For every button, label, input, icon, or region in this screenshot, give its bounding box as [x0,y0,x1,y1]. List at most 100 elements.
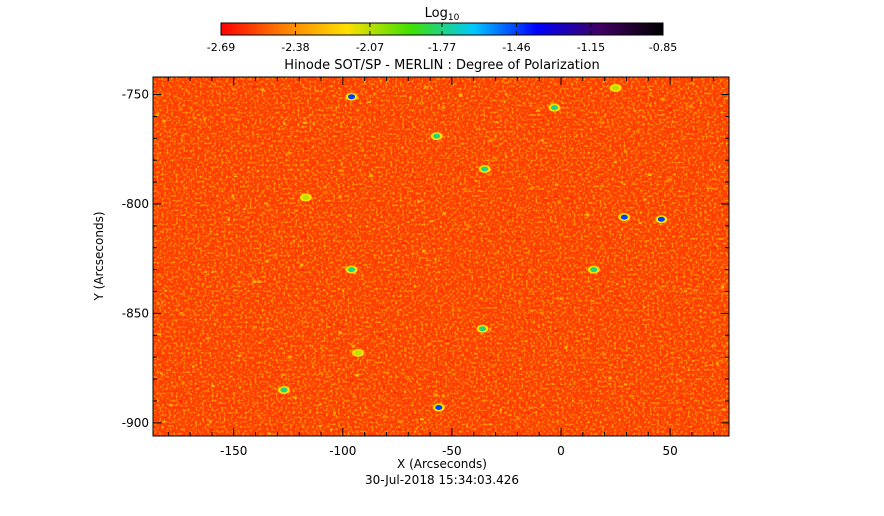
heatmap-speckle [696,154,700,157]
heatmap-speckle [440,429,444,431]
heatmap-speckle [202,403,204,407]
heatmap-speckle [493,290,496,293]
heatmap-speckle [723,358,727,362]
heatmap-speckle [723,398,725,401]
heatmap-speckle [664,149,666,153]
heatmap-speckle [529,371,532,374]
heatmap-speckle [554,430,558,433]
heatmap-speckle [285,117,288,120]
heatmap-speckle [719,254,722,257]
heatmap-speckle [378,366,380,370]
heatmap-speckle [274,253,277,257]
heatmap-speckle [395,376,397,380]
x-tick-label: -100 [329,444,356,458]
heatmap-speckle [494,134,497,138]
heatmap-speckle [287,355,292,359]
heatmap-speckle [394,391,398,394]
heatmap-speckle [159,421,163,424]
heatmap-speckle [193,232,198,234]
heatmap-speckle [284,382,286,386]
heatmap-speckle [628,389,632,392]
heatmap-speckle [648,94,652,96]
heatmap-speckle [311,129,314,131]
heatmap-speckle [554,329,559,333]
heatmap-speckle [718,376,721,380]
heatmap-speckle [215,109,219,112]
heatmap-speckle [279,210,282,212]
heatmap-speckle [214,270,217,272]
heatmap-speckle [533,407,538,409]
heatmap-speckle [498,143,502,146]
heatmap-speckle [385,283,387,286]
heatmap-speckle [337,324,340,328]
heatmap-speckle [364,313,368,317]
heatmap-speckle [185,100,187,103]
heatmap-speckle [530,310,534,313]
heatmap-speckle [242,208,247,210]
heatmap-speckle [441,394,444,397]
heatmap-speckle [538,399,542,403]
heatmap-speckle [445,379,447,381]
heatmap-speckle [584,99,588,102]
heatmap-speckle [705,135,708,138]
heatmap-speckle [565,418,568,420]
heatmap-speckle [473,353,478,355]
heatmap-speckle [572,386,574,388]
heatmap-speckle [458,224,461,227]
heatmap-speckle [720,285,725,288]
heatmap-speckle [710,420,713,424]
heatmap-speckle [321,320,325,323]
heatmap-speckle [364,91,368,94]
heatmap-speckle [440,115,443,118]
heatmap-speckle [200,191,205,194]
heatmap-speckle [411,177,415,180]
heatmap-speckle [316,301,319,303]
heatmap-speckle [302,121,307,124]
heatmap-speckle [727,144,729,147]
heatmap-speckle [556,332,559,335]
heatmap-patch [433,133,441,139]
heatmap-speckle [718,359,721,362]
heatmap-speckle [708,362,712,364]
heatmap-speckle [684,156,688,158]
heatmap-speckle [419,305,421,309]
heatmap-speckle [405,326,408,329]
heatmap-speckle [156,269,160,272]
heatmap-speckle [552,151,555,154]
heatmap-speckle [523,357,527,361]
heatmap-speckle [365,406,368,409]
heatmap-speckle [457,309,461,312]
heatmap-speckle [675,156,678,160]
heatmap-speckle [323,185,327,189]
heatmap-speckle [205,382,208,386]
heatmap-speckle [386,225,388,227]
colorbar-tick-label: -2.38 [281,41,309,54]
heatmap-speckle [200,207,204,211]
heatmap-speckle [196,175,198,179]
heatmap-speckle [523,209,527,212]
heatmap-speckle [639,114,644,116]
heatmap-speckle [452,373,456,376]
heatmap-speckle [624,150,628,153]
heatmap-speckle [639,164,641,166]
heatmap-patch [348,267,356,273]
heatmap-speckle [179,357,182,359]
heatmap-speckle [666,266,670,268]
heatmap-speckle [534,383,537,386]
heatmap-speckle [352,104,354,107]
heatmap-speckle [714,344,717,347]
heatmap-speckle [647,173,652,176]
heatmap-speckle [314,227,318,229]
heatmap-speckle [706,187,711,190]
heatmap-speckle [497,307,499,310]
heatmap-speckle [345,296,348,299]
heatmap-patches [153,77,729,436]
heatmap-speckle [559,100,564,103]
heatmap-speckle [414,284,416,287]
heatmap-speckle [418,288,422,292]
heatmap-speckle [575,77,577,80]
heatmap-speckle [591,299,595,302]
heatmap-speckle [545,94,548,97]
heatmap-speckle [181,382,185,385]
heatmap-speckle [707,121,711,124]
